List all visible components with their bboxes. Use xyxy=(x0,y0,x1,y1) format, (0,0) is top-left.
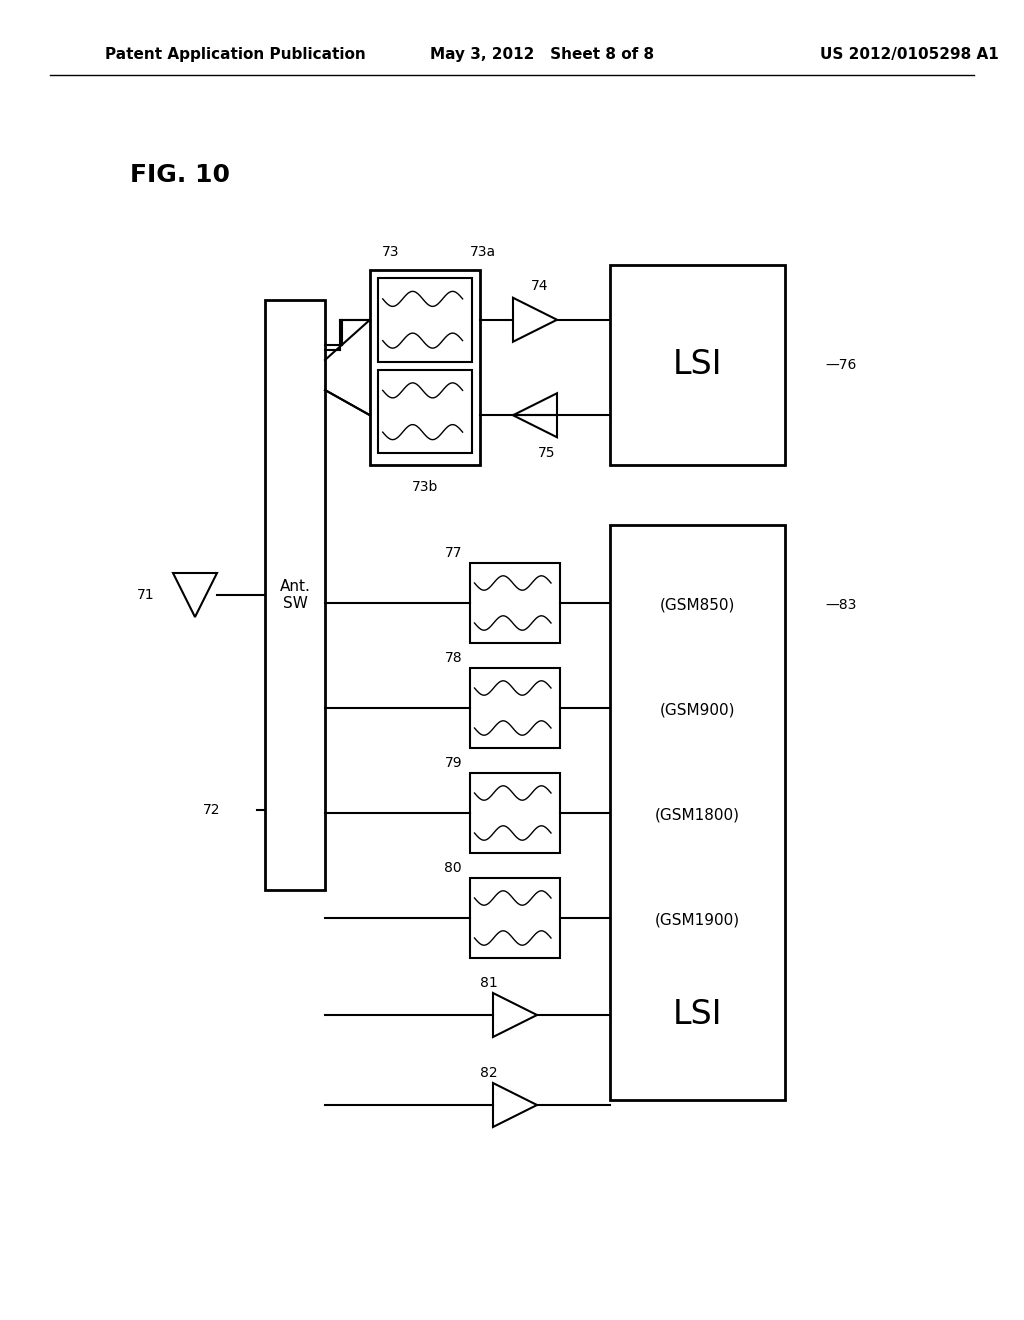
Bar xyxy=(470,564,560,643)
Text: 74: 74 xyxy=(531,279,549,293)
Bar xyxy=(370,271,480,465)
Bar xyxy=(470,668,560,748)
Bar xyxy=(470,774,560,853)
Bar xyxy=(265,300,325,890)
Text: LSI: LSI xyxy=(673,998,722,1031)
Text: 79: 79 xyxy=(444,756,462,770)
Text: —76: —76 xyxy=(825,358,856,372)
Bar xyxy=(610,265,785,465)
Text: 78: 78 xyxy=(444,651,462,665)
Text: 72: 72 xyxy=(203,803,220,817)
Text: 73b: 73b xyxy=(412,480,438,494)
Text: FIG. 10: FIG. 10 xyxy=(130,162,230,187)
Text: (GSM850): (GSM850) xyxy=(659,598,735,612)
Text: (GSM1800): (GSM1800) xyxy=(655,808,740,822)
Text: LSI: LSI xyxy=(673,348,722,381)
Text: May 3, 2012   Sheet 8 of 8: May 3, 2012 Sheet 8 of 8 xyxy=(430,48,654,62)
Text: US 2012/0105298 A1: US 2012/0105298 A1 xyxy=(820,48,998,62)
Bar xyxy=(470,878,560,958)
Text: 73: 73 xyxy=(382,246,399,259)
Bar xyxy=(378,279,472,362)
Text: 81: 81 xyxy=(480,975,498,990)
Text: Ant.
SW: Ant. SW xyxy=(280,578,310,611)
Text: 73a: 73a xyxy=(470,246,496,259)
Text: 75: 75 xyxy=(539,446,556,461)
Text: —83: —83 xyxy=(825,598,856,612)
Text: 77: 77 xyxy=(444,546,462,560)
Text: (GSM900): (GSM900) xyxy=(659,702,735,718)
Text: Patent Application Publication: Patent Application Publication xyxy=(105,48,366,62)
Bar xyxy=(610,525,785,1100)
Bar xyxy=(378,370,472,453)
Text: 71: 71 xyxy=(137,587,155,602)
Text: 82: 82 xyxy=(480,1067,498,1080)
Text: (GSM1900): (GSM1900) xyxy=(655,912,740,928)
Text: 80: 80 xyxy=(444,861,462,875)
